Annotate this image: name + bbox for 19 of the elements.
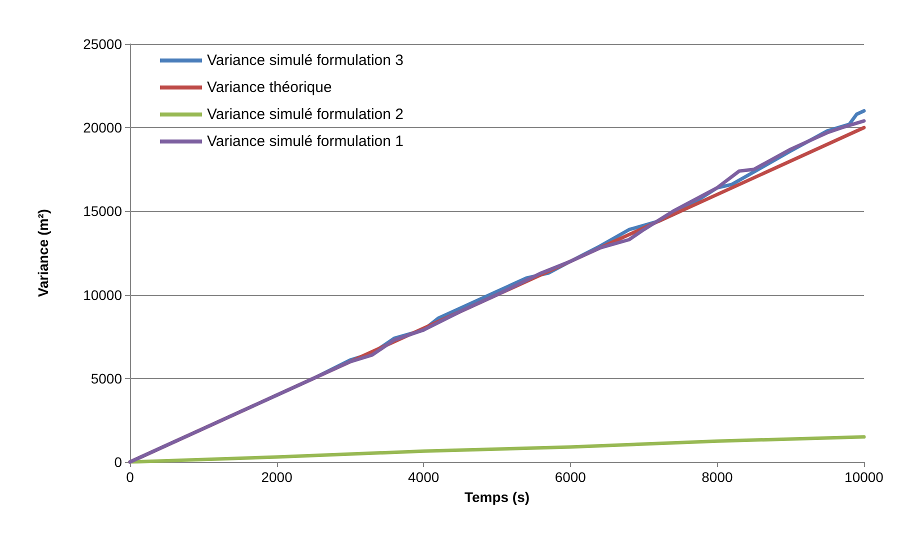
legend-label: Variance simulé formulation 3 (207, 52, 404, 69)
legend-label: Variance théorique (207, 79, 332, 96)
y-tick-label: 5000 (90, 370, 122, 386)
y-tick-label: 0 (114, 454, 122, 470)
y-axis-title: Variance (m²) (35, 209, 51, 297)
x-tick-label: 2000 (261, 469, 293, 485)
x-tick-label: 10000 (844, 469, 884, 485)
x-axis-title: Temps (s) (464, 489, 530, 505)
x-tick-label: 4000 (408, 469, 440, 485)
x-tick-label: 0 (126, 469, 134, 485)
y-tick-label: 25000 (83, 36, 122, 52)
legend-label: Variance simulé formulation 2 (207, 106, 404, 123)
x-tick-label: 6000 (554, 469, 586, 485)
y-tick-label: 15000 (83, 203, 122, 220)
legend-label: Variance simulé formulation 1 (207, 133, 404, 150)
line-series (128, 435, 866, 464)
y-tick-label: 20000 (83, 120, 122, 136)
y-tick-label: 10000 (83, 286, 122, 303)
x-tick-label: 8000 (702, 469, 733, 485)
